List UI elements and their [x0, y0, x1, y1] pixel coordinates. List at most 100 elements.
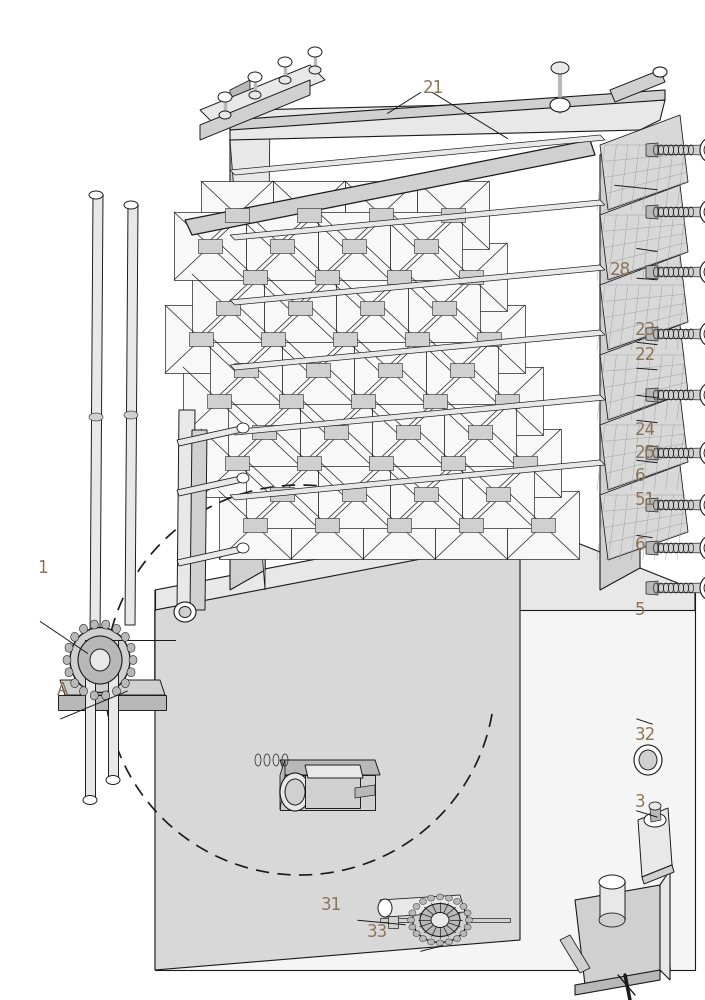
Polygon shape: [177, 425, 247, 446]
Polygon shape: [600, 465, 688, 560]
Ellipse shape: [704, 265, 705, 279]
Ellipse shape: [704, 498, 705, 512]
Ellipse shape: [427, 939, 434, 945]
Polygon shape: [230, 460, 605, 500]
Polygon shape: [225, 208, 250, 222]
Polygon shape: [405, 332, 429, 346]
Text: 5: 5: [634, 601, 645, 619]
Ellipse shape: [113, 624, 121, 633]
Ellipse shape: [285, 779, 305, 805]
Polygon shape: [230, 395, 605, 435]
Polygon shape: [363, 243, 435, 311]
Polygon shape: [318, 212, 390, 280]
Polygon shape: [243, 518, 267, 532]
Ellipse shape: [465, 917, 472, 923]
Ellipse shape: [634, 745, 662, 775]
Ellipse shape: [700, 383, 705, 407]
Polygon shape: [177, 410, 195, 610]
Ellipse shape: [436, 940, 443, 946]
Ellipse shape: [124, 201, 138, 209]
Polygon shape: [646, 143, 658, 157]
Polygon shape: [646, 205, 658, 219]
Polygon shape: [155, 610, 695, 970]
Polygon shape: [190, 430, 207, 610]
Polygon shape: [264, 274, 336, 342]
Ellipse shape: [90, 649, 110, 671]
Polygon shape: [280, 775, 375, 810]
Polygon shape: [246, 460, 318, 528]
Polygon shape: [477, 332, 501, 346]
Ellipse shape: [704, 388, 705, 402]
Polygon shape: [60, 680, 165, 695]
Ellipse shape: [700, 576, 705, 600]
Polygon shape: [210, 336, 282, 404]
Polygon shape: [646, 265, 658, 279]
Polygon shape: [381, 305, 453, 373]
Polygon shape: [354, 336, 426, 404]
Ellipse shape: [464, 910, 471, 916]
Polygon shape: [600, 130, 640, 155]
Ellipse shape: [63, 656, 71, 664]
Ellipse shape: [237, 543, 249, 553]
Polygon shape: [255, 367, 327, 435]
Text: 23: 23: [634, 321, 656, 339]
Ellipse shape: [460, 931, 467, 937]
Text: A: A: [56, 681, 68, 699]
Ellipse shape: [453, 936, 460, 942]
Ellipse shape: [407, 917, 415, 923]
Ellipse shape: [412, 898, 467, 942]
Polygon shape: [459, 270, 483, 284]
Polygon shape: [270, 239, 294, 253]
Ellipse shape: [65, 668, 73, 677]
Ellipse shape: [550, 98, 570, 112]
Polygon shape: [183, 367, 255, 435]
Ellipse shape: [280, 773, 310, 811]
Ellipse shape: [599, 913, 625, 927]
Polygon shape: [387, 270, 411, 284]
Ellipse shape: [409, 924, 416, 930]
Polygon shape: [399, 367, 471, 435]
Polygon shape: [228, 398, 300, 466]
Polygon shape: [125, 205, 138, 625]
Ellipse shape: [704, 143, 705, 157]
Polygon shape: [426, 336, 498, 404]
Polygon shape: [486, 487, 510, 501]
Ellipse shape: [80, 687, 87, 696]
Polygon shape: [243, 270, 267, 284]
Polygon shape: [309, 305, 381, 373]
Polygon shape: [230, 265, 605, 305]
Ellipse shape: [70, 628, 130, 692]
Ellipse shape: [237, 423, 249, 433]
Polygon shape: [297, 208, 321, 222]
Polygon shape: [575, 885, 670, 985]
Polygon shape: [278, 394, 303, 408]
Text: 33: 33: [367, 923, 388, 941]
Ellipse shape: [700, 441, 705, 465]
Polygon shape: [408, 274, 480, 342]
Ellipse shape: [90, 620, 98, 629]
Ellipse shape: [653, 67, 667, 77]
Polygon shape: [646, 327, 658, 341]
Polygon shape: [300, 398, 372, 466]
Polygon shape: [282, 336, 354, 404]
Text: 6: 6: [634, 536, 645, 554]
Polygon shape: [650, 806, 661, 822]
Polygon shape: [646, 541, 658, 555]
Ellipse shape: [278, 57, 292, 67]
Polygon shape: [462, 460, 534, 528]
Polygon shape: [495, 394, 520, 408]
Polygon shape: [369, 208, 393, 222]
Ellipse shape: [89, 191, 103, 199]
Text: 32: 32: [634, 726, 656, 744]
Polygon shape: [380, 918, 510, 922]
Polygon shape: [333, 332, 357, 346]
Ellipse shape: [90, 691, 98, 700]
Text: 21: 21: [423, 79, 444, 97]
Ellipse shape: [102, 620, 110, 629]
Polygon shape: [351, 394, 375, 408]
Polygon shape: [230, 330, 605, 370]
Ellipse shape: [65, 643, 73, 652]
Ellipse shape: [700, 138, 705, 162]
Polygon shape: [165, 305, 237, 373]
Polygon shape: [273, 181, 345, 249]
